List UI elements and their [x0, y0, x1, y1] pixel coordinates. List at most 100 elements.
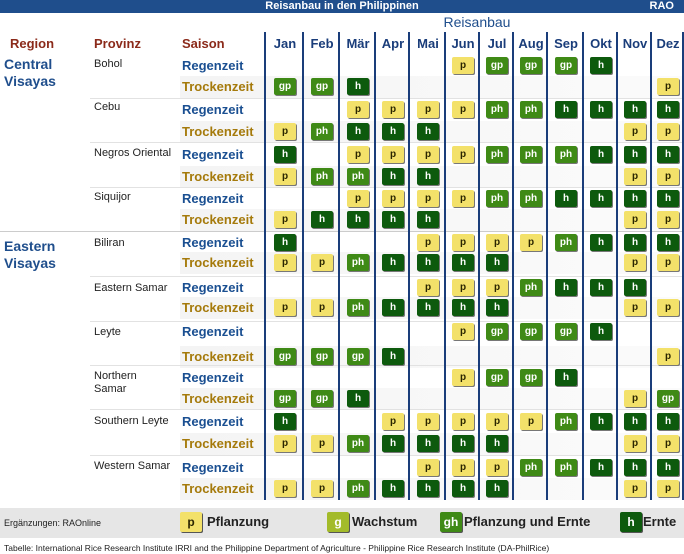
calendar-cell: h [274, 413, 296, 430]
calendar-cell: p [452, 323, 474, 340]
calendar-cell: p [452, 369, 474, 386]
calendar-cell: h [382, 299, 404, 316]
calendar-cell: h [486, 299, 508, 316]
calendar-cell: h [555, 369, 577, 386]
province-separator-5 [90, 321, 684, 322]
calendar-cell: ph [311, 123, 333, 140]
calendar-cell: p [311, 480, 333, 497]
calendar-cell: gp [657, 390, 679, 407]
province-separator-2 [90, 187, 684, 188]
province-name: Negros Oriental [94, 147, 172, 159]
season-label-regenzeit: Regenzeit [182, 235, 244, 250]
month-header-4: Mai [417, 36, 439, 51]
calendar-cell: h [417, 211, 439, 228]
calendar-cell: p [657, 480, 679, 497]
calendar-cell: p [347, 146, 369, 163]
season-label-trockenzeit: Trockenzeit [182, 255, 254, 270]
calendar-cell: h [347, 78, 369, 95]
calendar-cell: h [382, 168, 404, 185]
calendar-cell: h [382, 211, 404, 228]
calendar-cell: p [657, 123, 679, 140]
calendar-cell: p [417, 101, 439, 118]
calendar-cell: h [555, 279, 577, 296]
column-line-7 [512, 32, 514, 500]
calendar-cell: gp [274, 348, 296, 365]
calendar-cell: p [417, 234, 439, 251]
calendar-cell: p [657, 78, 679, 95]
column-line-4 [408, 32, 410, 500]
calendar-cell: p [657, 254, 679, 271]
column-line-11 [650, 32, 652, 500]
calendar-cell: p [311, 435, 333, 452]
province-name: Biliran [94, 237, 125, 249]
calendar-cell: h [657, 459, 679, 476]
calendar-cell: h [452, 299, 474, 316]
dry-row-bg-7 [180, 388, 684, 410]
calendar-cell: gp [520, 369, 542, 386]
calendar-cell: gp [555, 323, 577, 340]
season-label-trockenzeit: Trockenzeit [182, 212, 254, 227]
province-name: Eastern Samar [94, 282, 168, 294]
season-label-regenzeit: Regenzeit [182, 58, 244, 73]
calendar-cell: h [590, 459, 612, 476]
season-label-trockenzeit: Trockenzeit [182, 124, 254, 139]
calendar-cell: ph [347, 299, 369, 316]
calendar-cell: p [417, 190, 439, 207]
calendar-cell: p [624, 123, 646, 140]
calendar-cell: h [417, 123, 439, 140]
calendar-cell: h [382, 123, 404, 140]
calendar-cell: h [417, 168, 439, 185]
region-separator-0 [0, 231, 684, 232]
season-label-regenzeit: Regenzeit [182, 414, 244, 429]
calendar-cell: p [452, 57, 474, 74]
calendar-cell: ph [347, 480, 369, 497]
month-header-5: Jun [451, 36, 475, 51]
column-line-5 [444, 32, 446, 500]
calendar-cell: h [417, 435, 439, 452]
season-label-regenzeit: Regenzeit [182, 370, 244, 385]
calendar-cell: h [486, 254, 508, 271]
season-label-trockenzeit: Trockenzeit [182, 300, 254, 315]
province-separator-1 [90, 142, 684, 143]
region-name: Visayas [4, 73, 56, 89]
calendar-cell: p [624, 211, 646, 228]
season-label-regenzeit: Regenzeit [182, 147, 244, 162]
province-separator-8 [90, 455, 684, 456]
calendar-cell: gp [486, 57, 508, 74]
calendar-cell: h [347, 123, 369, 140]
calendar-cell: p [274, 123, 296, 140]
calendar-cell: p [452, 146, 474, 163]
calendar-cell: p [486, 459, 508, 476]
calendar-cell: ph [520, 190, 542, 207]
legend-label-pflanzung-ernte: Pflanzung und Ernte [464, 514, 591, 529]
month-header-2: Mär [346, 36, 370, 51]
calendar-cell: p [452, 413, 474, 430]
calendar-cell: p [274, 254, 296, 271]
region-name: Visayas [4, 255, 56, 271]
table-subtitle: Reisanbau [443, 14, 511, 30]
month-header-0: Jan [273, 36, 297, 51]
calendar-cell: h [417, 480, 439, 497]
calendar-cell: h [274, 234, 296, 251]
legend-swatch-ernte: h [620, 512, 642, 532]
calendar-cell: h [624, 190, 646, 207]
calendar-cell: ph [520, 101, 542, 118]
calendar-cell: h [382, 348, 404, 365]
calendar-cell: h [452, 254, 474, 271]
column-line-8 [546, 32, 548, 500]
calendar-cell: h [590, 413, 612, 430]
calendar-cell: p [452, 279, 474, 296]
calendar-cell: p [452, 101, 474, 118]
calendar-cell: h [624, 279, 646, 296]
calendar-cell: h [382, 435, 404, 452]
page-title: Reisanbau in den Philippinen [265, 0, 419, 12]
header-region: Region [10, 36, 55, 51]
legend-label-ernte: Ernte [643, 514, 677, 529]
calendar-cell: ph [555, 146, 577, 163]
calendar-cell: p [452, 459, 474, 476]
calendar-cell: gp [555, 57, 577, 74]
month-header-10: Nov [622, 36, 648, 51]
calendar-cell: p [657, 299, 679, 316]
calendar-cell: p [624, 168, 646, 185]
calendar-cell: p [624, 480, 646, 497]
